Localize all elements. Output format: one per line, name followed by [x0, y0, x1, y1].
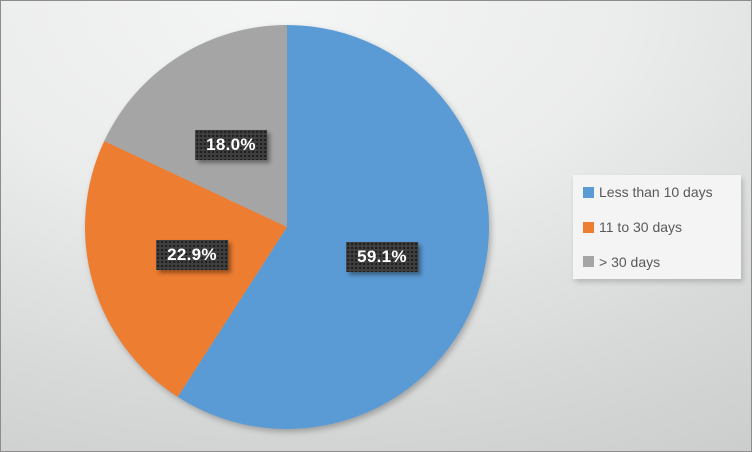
legend-swatch-icon [583, 186, 594, 198]
data-label-less-than-10-days: 59.1% [346, 242, 418, 272]
legend-item-label: 11 to 30 days [599, 219, 683, 235]
pie-slice-less-than-10-days [177, 25, 489, 429]
legend-item-11-to-30-days: 11 to 30 days [583, 210, 741, 245]
legend-item-label: Less than 10 days [599, 184, 713, 201]
data-label-more-than-30-days: 18.0% [195, 130, 267, 160]
legend-item-less-than-10-days: Less than 10 days [583, 175, 741, 210]
data-label-11-to-30-days: 22.9% [156, 240, 228, 270]
pie-slice-more-than-30-days [104, 25, 287, 227]
legend-swatch-icon [583, 221, 594, 233]
legend-item-label: > 30 days [599, 253, 661, 270]
legend-item-more-than-30-days: > 30 days [583, 244, 741, 279]
legend-swatch-icon [583, 256, 594, 268]
chart-legend: Less than 10 days 11 to 30 days > 30 day… [573, 175, 741, 279]
